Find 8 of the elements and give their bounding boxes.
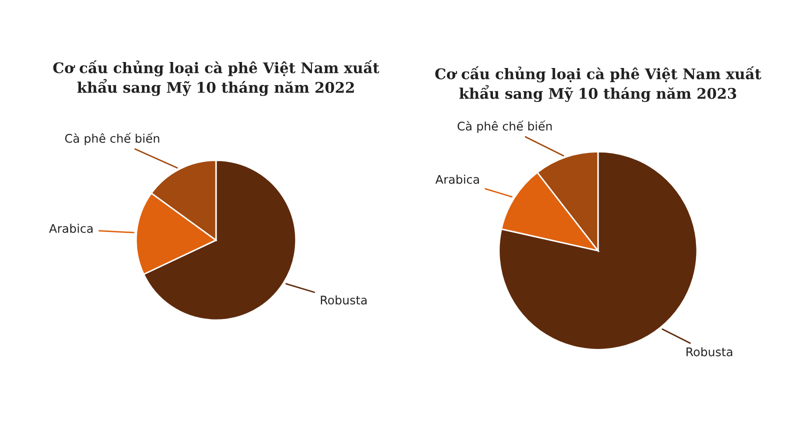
chart-title: Cơ cấu chủng loại cà phê Việt Nam xuất khẩu sang Mỹ 10 tháng năm 2023 — [435, 66, 762, 102]
slice-label: Robusta — [320, 295, 367, 305]
slice-label: Cà phê chế biến — [458, 120, 552, 133]
slice-label: Arabica — [435, 174, 479, 184]
chart-title: Cơ cấu chủng loại cà phê Việt Nam xuất khẩu sang Mỹ 10 tháng năm 2022 — [53, 60, 380, 96]
slice-label: Robusta — [686, 347, 732, 356]
slice-label: Arabica — [49, 224, 93, 233]
slice-label: Cà phê chế biến — [65, 132, 160, 146]
